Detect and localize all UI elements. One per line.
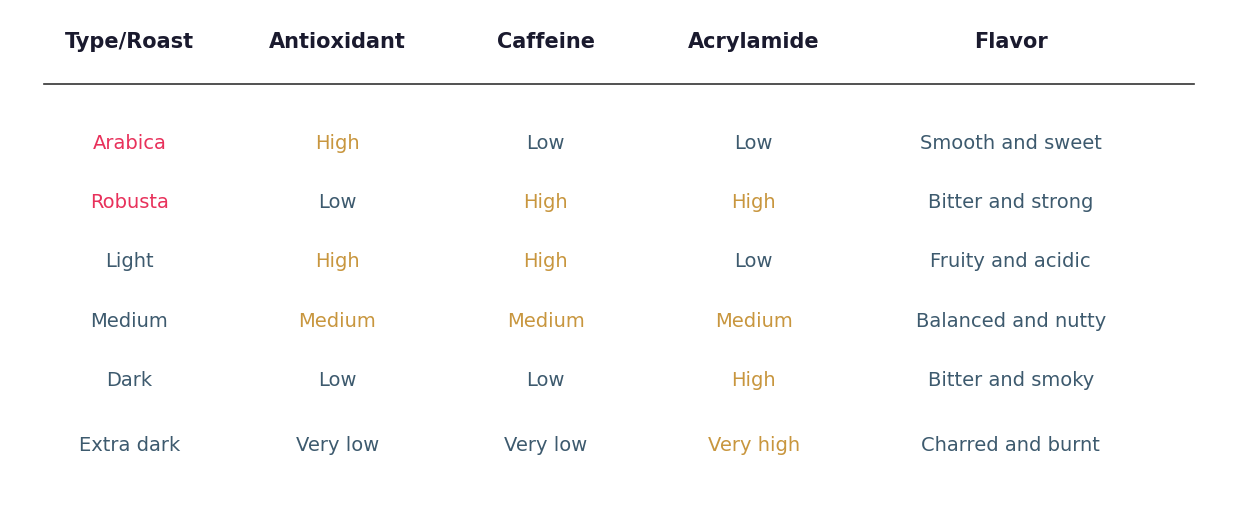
Text: Flavor: Flavor: [974, 32, 1047, 51]
Text: Arabica: Arabica: [93, 133, 166, 153]
Text: Low: Low: [526, 371, 565, 390]
Text: Low: Low: [318, 371, 357, 390]
Text: Low: Low: [734, 133, 773, 153]
Text: Antioxidant: Antioxidant: [269, 32, 406, 51]
Text: Caffeine: Caffeine: [496, 32, 594, 51]
Text: Medium: Medium: [298, 312, 376, 331]
Text: Low: Low: [318, 193, 357, 212]
Text: Acrylamide: Acrylamide: [688, 32, 820, 51]
Text: Medium: Medium: [506, 312, 584, 331]
Text: Robusta: Robusta: [90, 193, 168, 212]
Text: Low: Low: [526, 133, 565, 153]
Text: High: High: [732, 371, 776, 390]
Text: Balanced and nutty: Balanced and nutty: [916, 312, 1106, 331]
Text: High: High: [524, 193, 568, 212]
Text: Very high: Very high: [708, 436, 800, 455]
Text: High: High: [316, 133, 360, 153]
Text: Bitter and strong: Bitter and strong: [928, 193, 1093, 212]
Text: Fruity and acidic: Fruity and acidic: [931, 252, 1091, 271]
Text: Medium: Medium: [90, 312, 168, 331]
Text: Bitter and smoky: Bitter and smoky: [927, 371, 1094, 390]
Text: Smooth and sweet: Smooth and sweet: [920, 133, 1102, 153]
Text: High: High: [732, 193, 776, 212]
Text: Light: Light: [105, 252, 154, 271]
Text: Very low: Very low: [296, 436, 379, 455]
Text: Charred and burnt: Charred and burnt: [921, 436, 1101, 455]
Text: Medium: Medium: [714, 312, 792, 331]
Text: Extra dark: Extra dark: [79, 436, 180, 455]
Text: Low: Low: [734, 252, 773, 271]
Text: Dark: Dark: [106, 371, 152, 390]
Text: High: High: [524, 252, 568, 271]
Text: Type/Roast: Type/Roast: [64, 32, 194, 51]
Text: Very low: Very low: [504, 436, 587, 455]
Text: High: High: [316, 252, 360, 271]
